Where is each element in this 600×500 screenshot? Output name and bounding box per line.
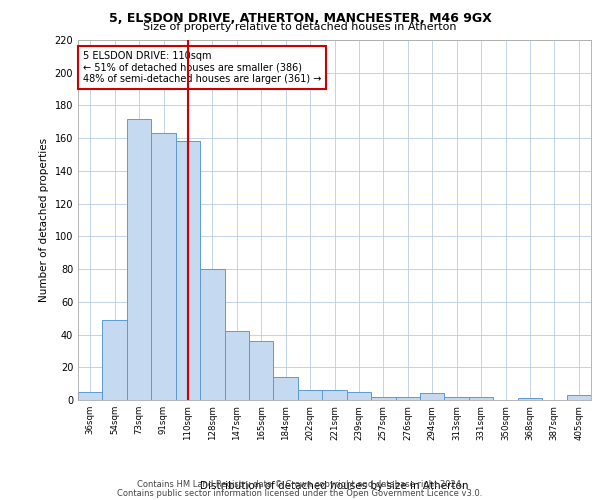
Bar — [566, 395, 591, 400]
Bar — [103, 320, 127, 400]
Y-axis label: Number of detached properties: Number of detached properties — [39, 138, 49, 302]
Bar — [371, 396, 395, 400]
Bar — [518, 398, 542, 400]
Bar — [322, 390, 347, 400]
Bar — [176, 142, 200, 400]
Bar — [395, 396, 420, 400]
Text: 5 ELSDON DRIVE: 110sqm
← 51% of detached houses are smaller (386)
48% of semi-de: 5 ELSDON DRIVE: 110sqm ← 51% of detached… — [83, 51, 322, 84]
Text: Size of property relative to detached houses in Atherton: Size of property relative to detached ho… — [143, 22, 457, 32]
Bar — [249, 341, 274, 400]
Bar — [420, 394, 445, 400]
X-axis label: Distribution of detached houses by size in Atherton: Distribution of detached houses by size … — [200, 482, 469, 492]
Text: Contains public sector information licensed under the Open Government Licence v3: Contains public sector information licen… — [118, 488, 482, 498]
Bar — [127, 118, 151, 400]
Bar — [298, 390, 322, 400]
Text: 5, ELSDON DRIVE, ATHERTON, MANCHESTER, M46 9GX: 5, ELSDON DRIVE, ATHERTON, MANCHESTER, M… — [109, 12, 491, 26]
Bar — [274, 377, 298, 400]
Bar — [224, 332, 249, 400]
Bar — [347, 392, 371, 400]
Bar — [469, 396, 493, 400]
Bar — [78, 392, 103, 400]
Bar — [200, 269, 224, 400]
Bar — [445, 396, 469, 400]
Bar — [151, 134, 176, 400]
Text: Contains HM Land Registry data © Crown copyright and database right 2024.: Contains HM Land Registry data © Crown c… — [137, 480, 463, 489]
